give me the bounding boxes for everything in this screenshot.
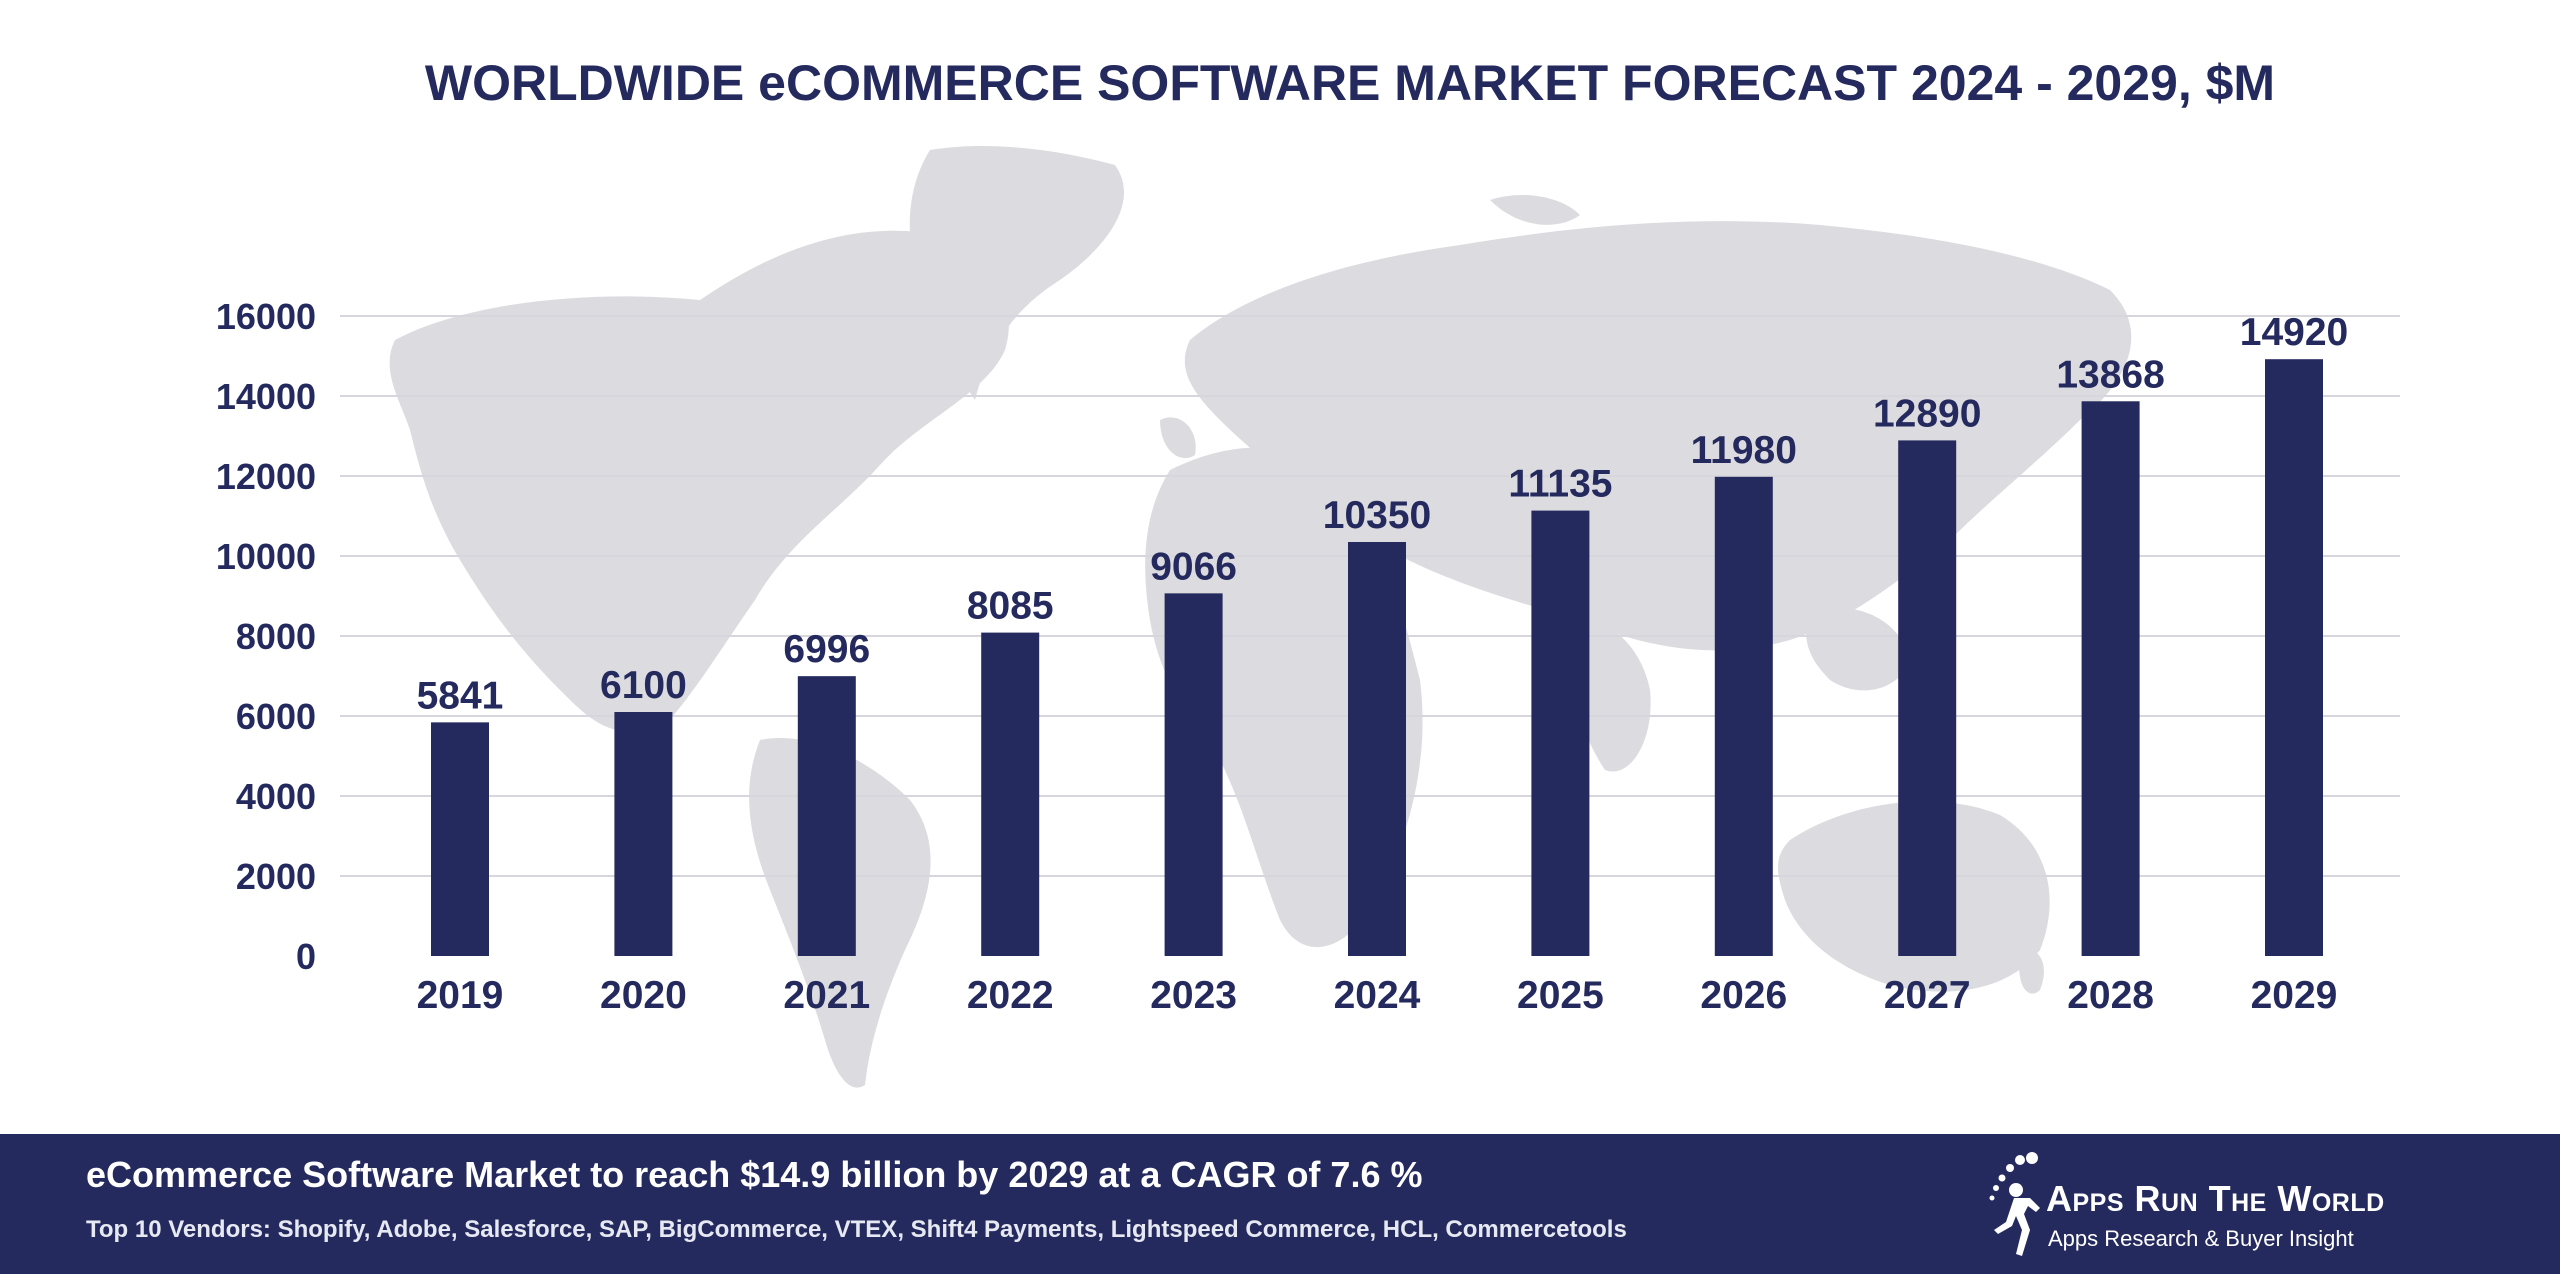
x-tick-label: 2029 xyxy=(2251,974,2338,1017)
y-tick-label: 12000 xyxy=(216,456,316,497)
bars xyxy=(431,359,2323,956)
runner-logo-icon xyxy=(1989,1152,2040,1256)
y-tick-label: 16000 xyxy=(216,296,316,337)
x-tick-label: 2027 xyxy=(1884,974,1971,1017)
bar-2020 xyxy=(614,712,673,956)
data-label: 11980 xyxy=(1691,429,1797,472)
brand-block: Apps Run The World Apps Research & Buyer… xyxy=(1976,1150,2496,1262)
footer-banner: eCommerce Software Market to reach $14.9… xyxy=(0,1134,2560,1274)
x-tick-label: 2024 xyxy=(1334,974,1421,1017)
y-axis-ticks: 0 2000 4000 6000 8000 10000 12000 14000 16000 xyxy=(216,296,316,977)
bar-2019 xyxy=(431,722,489,956)
bar-2027 xyxy=(1898,440,1957,956)
bar-2029 xyxy=(2265,359,2323,956)
bar-2028 xyxy=(2081,401,2140,956)
y-tick-label: 8000 xyxy=(236,616,316,657)
y-tick-label: 6000 xyxy=(236,696,316,737)
y-tick-label: 14000 xyxy=(216,376,316,417)
x-axis-ticks: 2019 2020 2021 2022 2023 2024 2025 2026 2027 2028… xyxy=(417,974,2338,1017)
data-label: 14920 xyxy=(2240,311,2348,354)
x-tick-label: 2020 xyxy=(600,974,687,1017)
y-tick-label: 10000 xyxy=(216,536,316,577)
brand-name: Apps Run The World xyxy=(2046,1178,2385,1219)
data-label: 11135 xyxy=(1508,463,1612,506)
data-label: 5841 xyxy=(417,674,504,717)
x-tick-label: 2025 xyxy=(1517,974,1604,1017)
chart-title: WORLDWIDE eCOMMERCE SOFTWARE MARKET FORE… xyxy=(425,55,2275,111)
y-tick-label: 4000 xyxy=(236,776,316,817)
x-tick-label: 2026 xyxy=(1700,974,1787,1017)
data-label: 13868 xyxy=(2056,353,2164,396)
bar-2025 xyxy=(1531,510,1590,956)
data-label: 9066 xyxy=(1150,545,1237,588)
footer-headline: eCommerce Software Market to reach $14.9… xyxy=(86,1154,1423,1195)
y-tick-label: 2000 xyxy=(236,856,316,897)
x-tick-label: 2019 xyxy=(417,974,504,1017)
x-tick-label: 2022 xyxy=(967,974,1054,1017)
bar-2026 xyxy=(1714,476,1773,956)
data-label: 8085 xyxy=(967,585,1054,628)
bar-2021 xyxy=(797,676,856,956)
bar-2024 xyxy=(1348,542,1406,956)
x-tick-label: 2023 xyxy=(1150,974,1237,1017)
bar-2022 xyxy=(981,632,1040,956)
data-label: 6100 xyxy=(600,664,687,707)
footer-vendors: Top 10 Vendors: Shopify, Adobe, Salesfor… xyxy=(86,1216,1627,1243)
data-label: 10350 xyxy=(1323,494,1431,537)
y-tick-label: 0 xyxy=(296,936,316,977)
data-label: 12890 xyxy=(1873,392,1981,435)
x-tick-label: 2028 xyxy=(2067,974,2154,1017)
bar-2023 xyxy=(1164,593,1223,956)
data-labels: 5841 6100 6996 8085 9066 10350 11135 11980 12890… xyxy=(417,311,2349,717)
chart: 0 2000 4000 6000 8000 10000 12000 14000 16000 20… xyxy=(216,55,2400,1088)
data-label: 6996 xyxy=(783,628,870,671)
x-tick-label: 2021 xyxy=(783,974,870,1017)
brand-tagline: Apps Research & Buyer Insight xyxy=(2048,1226,2354,1251)
